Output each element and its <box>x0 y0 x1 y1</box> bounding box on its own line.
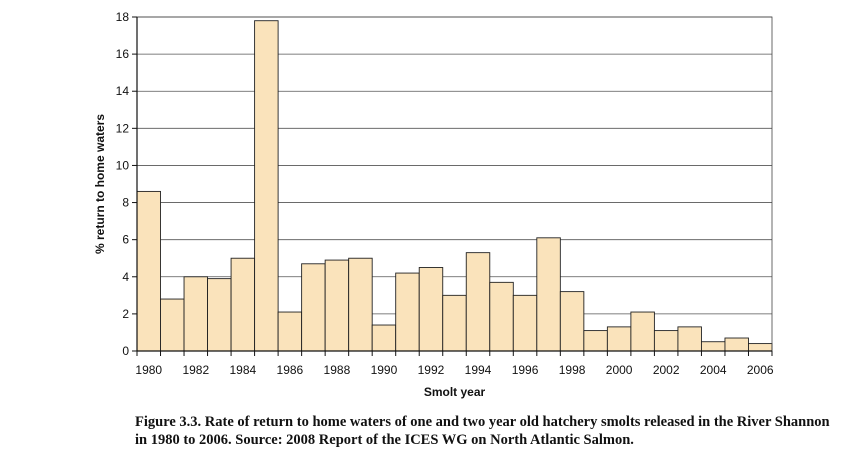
y-tick-label: 18 <box>116 10 130 24</box>
x-tick-label: 2004 <box>700 363 727 377</box>
bar-2001 <box>630 311 655 352</box>
y-tick-label: 14 <box>116 84 130 98</box>
x-tick-label: 2000 <box>606 363 633 377</box>
bar-1997 <box>536 237 561 352</box>
x-tick-label: 1982 <box>182 363 209 377</box>
bar-1980 <box>136 190 161 352</box>
bar-1999 <box>583 330 608 352</box>
bar-1994 <box>465 252 491 352</box>
bar-1990 <box>371 324 397 352</box>
bar-1989 <box>348 257 373 352</box>
x-tick-label: 1994 <box>465 363 492 377</box>
bar-1998 <box>559 291 585 352</box>
bar-2006 <box>748 343 773 352</box>
y-tick-label: 10 <box>116 158 130 172</box>
y-tick-label: 8 <box>122 196 129 210</box>
y-tick-label: 0 <box>122 344 129 358</box>
x-tick-labels: 1980 1982 1984 1986 1988 1990 1992 1994 1996 1998… <box>135 363 774 377</box>
x-tick-label: 1990 <box>371 363 398 377</box>
x-tick-label: 1980 <box>135 363 162 377</box>
bar-1982 <box>183 276 209 352</box>
y-tick-labels: 0 2 4 6 8 10 12 14 16 18 <box>116 10 130 358</box>
bar-1981 <box>160 298 185 352</box>
y-tick-label: 6 <box>122 233 129 247</box>
x-tick-label: 1986 <box>277 363 304 377</box>
y-tick-label: 2 <box>122 307 129 321</box>
bar-2003 <box>677 326 702 352</box>
bar-2000 <box>606 326 632 352</box>
y-tick-label: 12 <box>116 121 130 135</box>
x-tick-label: 1996 <box>512 363 539 377</box>
bar-1983 <box>207 278 232 352</box>
bar-1993 <box>442 294 467 352</box>
axes <box>132 16 773 356</box>
bar-2005 <box>724 337 749 352</box>
x-tick-label: 2006 <box>747 363 774 377</box>
bar-1987 <box>301 263 326 352</box>
bar-2004 <box>700 341 726 352</box>
figure-caption: Figure 3.3. Rate of return to home water… <box>135 414 830 448</box>
bars <box>136 20 773 352</box>
y-tick-label: 16 <box>116 47 130 61</box>
x-tick-label: 1992 <box>418 363 445 377</box>
bar-1996 <box>512 294 538 352</box>
bar-chart: 0 2 4 6 8 10 12 14 16 18 1980 1982 1984 1986 1988 1990… <box>93 10 774 399</box>
bar-1995 <box>489 281 514 352</box>
bar-1988 <box>324 259 350 352</box>
bar-1985 <box>254 20 279 352</box>
x-tick-label: 2002 <box>653 363 680 377</box>
x-tick-label: 1988 <box>324 363 351 377</box>
bar-2002 <box>653 330 679 352</box>
x-tick-label: 1998 <box>559 363 586 377</box>
bar-1986 <box>277 311 303 352</box>
bar-1991 <box>395 272 420 352</box>
bar-1992 <box>418 267 444 352</box>
x-axis-title: Smolt year <box>424 385 486 399</box>
bar-1984 <box>230 257 256 352</box>
y-axis-title: % return to home waters <box>93 114 107 254</box>
y-tick-label: 4 <box>122 270 129 284</box>
x-tick-label: 1984 <box>229 363 256 377</box>
